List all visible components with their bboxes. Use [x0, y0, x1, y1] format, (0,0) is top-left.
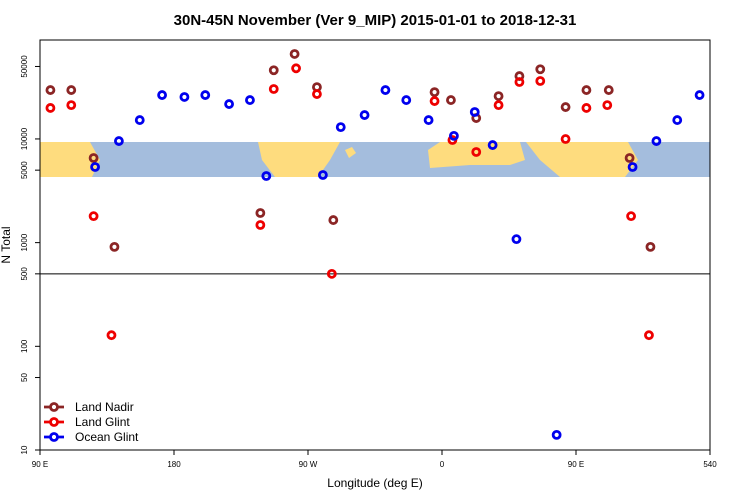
map-band	[40, 142, 710, 177]
x-tick-label: 180	[167, 460, 181, 469]
point	[109, 241, 120, 252]
point	[317, 170, 328, 180]
point	[471, 147, 482, 157]
point	[535, 76, 546, 86]
point	[560, 102, 571, 112]
legend-label: Land Glint	[75, 415, 130, 429]
point	[493, 100, 504, 111]
point	[535, 64, 546, 75]
point	[224, 99, 234, 109]
point	[114, 136, 124, 146]
point	[326, 268, 337, 279]
point	[551, 429, 562, 440]
point	[45, 85, 56, 95]
point	[423, 115, 434, 125]
point	[66, 85, 77, 95]
point	[644, 330, 654, 341]
point	[624, 153, 635, 163]
point	[255, 220, 266, 230]
y-axis-label: N Total	[0, 226, 13, 263]
x-tick-label: 90 W	[299, 460, 318, 469]
legend-label: Ocean Glint	[75, 430, 139, 444]
point	[581, 103, 592, 113]
chart-title: 30N-45N November (Ver 9_MIP) 2015-01-01 …	[174, 12, 577, 29]
point	[511, 234, 522, 245]
point	[268, 84, 279, 94]
point	[335, 122, 346, 133]
legend-marker	[49, 417, 59, 427]
point	[88, 153, 99, 163]
land	[258, 142, 340, 177]
y-tick-label: 50000	[20, 55, 29, 78]
point	[328, 215, 339, 225]
point	[449, 130, 459, 141]
point	[380, 85, 391, 95]
point	[289, 49, 300, 59]
point	[469, 107, 480, 117]
y-tick-label: 50	[20, 373, 29, 382]
point	[514, 77, 525, 87]
legend-marker	[49, 402, 59, 412]
y-tick-label: 100	[20, 339, 29, 353]
point	[602, 100, 613, 111]
point	[627, 162, 638, 172]
land	[526, 142, 638, 177]
plot-frame	[39, 39, 711, 451]
x-tick-label: 90 E	[32, 460, 48, 469]
point	[261, 171, 272, 181]
point	[493, 91, 504, 101]
point	[268, 65, 279, 76]
y-tick-label: 10000	[20, 127, 29, 150]
point	[66, 100, 77, 111]
legend-marker	[49, 432, 59, 442]
x-axis-label: Longitude (deg E)	[327, 476, 422, 490]
y-tick-label: 500	[20, 267, 29, 281]
x-tick-label: 540	[703, 460, 717, 469]
x-tick-label: 90 E	[568, 460, 584, 469]
y-tick-label: 5000	[20, 161, 29, 179]
point	[626, 211, 636, 222]
y-tick-label: 10	[20, 445, 29, 454]
point	[255, 208, 266, 218]
point	[487, 140, 498, 150]
point	[157, 90, 167, 100]
x-tick-label: 0	[440, 460, 445, 469]
point	[88, 211, 99, 222]
point	[651, 136, 662, 146]
point	[694, 90, 705, 100]
land	[40, 142, 100, 177]
point	[312, 89, 322, 99]
point	[672, 115, 683, 125]
point	[245, 95, 255, 105]
point	[45, 103, 56, 113]
point	[179, 92, 190, 102]
point	[560, 134, 571, 144]
point	[359, 110, 370, 120]
point	[134, 115, 145, 125]
point	[429, 87, 440, 97]
point	[603, 85, 614, 95]
land	[345, 147, 356, 158]
legend-label: Land Nadir	[75, 400, 134, 414]
point	[401, 95, 412, 105]
point	[429, 96, 440, 106]
point	[106, 330, 117, 341]
point	[645, 241, 656, 252]
y-tick-label: 1000	[20, 233, 29, 251]
point	[90, 162, 100, 172]
point	[291, 63, 301, 74]
point	[446, 95, 456, 105]
point	[581, 85, 592, 95]
point	[200, 90, 211, 100]
